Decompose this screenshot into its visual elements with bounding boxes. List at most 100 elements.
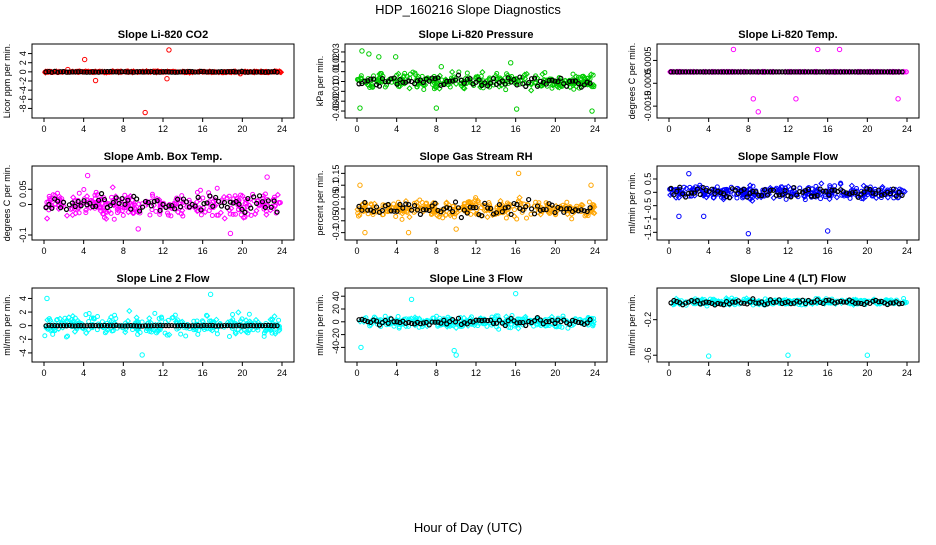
reference-point	[767, 297, 774, 303]
data-point	[484, 323, 490, 329]
data-point	[204, 312, 211, 319]
data-point	[146, 320, 152, 326]
reference-point	[671, 69, 677, 75]
reference-point	[394, 81, 400, 87]
outlier-point	[793, 96, 799, 102]
reference-point	[201, 322, 207, 329]
reference-point	[98, 191, 105, 197]
data-point	[581, 76, 587, 82]
y-tick-label: -0.01	[331, 81, 341, 102]
data-point	[81, 187, 87, 193]
reference-point	[455, 205, 462, 211]
reference-point	[177, 323, 184, 329]
y-tick-label: 0	[331, 319, 341, 324]
reference-point	[163, 323, 169, 329]
reference-point	[467, 204, 473, 210]
reference-point	[694, 186, 700, 192]
reference-point	[703, 299, 709, 305]
data-point	[549, 85, 555, 91]
data-point	[63, 334, 69, 340]
x-tick-label: 4	[706, 368, 711, 378]
data-point	[405, 204, 411, 210]
x-tick-label: 12	[783, 368, 793, 378]
data-point	[205, 200, 212, 207]
data-point	[380, 73, 386, 79]
reference-point	[688, 69, 695, 75]
reference-point	[876, 299, 882, 305]
data-point	[238, 192, 244, 198]
reference-point	[75, 69, 81, 75]
reference-point	[700, 184, 706, 191]
outlier-point	[408, 296, 415, 303]
reference-point	[896, 301, 902, 307]
reference-point	[160, 69, 166, 75]
reference-point	[58, 205, 64, 211]
reference-point	[572, 318, 579, 324]
reference-point	[63, 69, 70, 75]
reference-point	[362, 78, 368, 84]
reference-point	[268, 204, 274, 210]
reference-point	[840, 69, 847, 75]
data-point	[276, 317, 282, 323]
reference-point	[564, 206, 570, 212]
reference-point	[700, 300, 706, 306]
x-tick-label: 4	[81, 246, 86, 256]
reference-point	[680, 69, 686, 75]
reference-point	[753, 300, 759, 306]
outlier-point	[453, 352, 459, 358]
data-point	[473, 195, 479, 201]
data-point	[714, 184, 720, 190]
data-point	[221, 215, 228, 222]
reference-point	[482, 200, 488, 206]
data-point	[86, 319, 92, 325]
reference-point	[455, 315, 462, 321]
reference-point	[403, 201, 409, 207]
reference-point	[741, 69, 747, 75]
reference-point	[201, 201, 207, 207]
reference-point	[508, 211, 514, 217]
reference-point	[271, 198, 277, 204]
reference-point	[160, 323, 166, 329]
reference-point	[207, 322, 213, 329]
x-tick-label: 20	[862, 368, 872, 378]
reference-point	[879, 69, 885, 75]
data-point	[421, 82, 427, 88]
reference-point	[528, 206, 535, 212]
reference-point	[567, 321, 573, 327]
data-point	[63, 212, 71, 219]
reference-point	[575, 80, 581, 87]
reference-point	[584, 208, 590, 215]
reference-point	[131, 323, 137, 329]
data-point	[901, 188, 908, 195]
data-point	[374, 79, 380, 85]
reference-point	[741, 186, 747, 192]
points-group	[668, 295, 909, 359]
reference-point	[764, 69, 771, 75]
reference-point	[192, 69, 198, 75]
reference-point	[867, 186, 873, 192]
outlier-point	[207, 291, 214, 298]
reference-point	[55, 198, 61, 204]
data-point	[430, 81, 436, 87]
reference-point	[90, 69, 96, 75]
data-point	[564, 199, 570, 205]
x-tick-label: 20	[237, 368, 247, 378]
reference-point	[362, 317, 368, 324]
reference-point	[884, 69, 891, 75]
reference-point	[101, 196, 108, 203]
reference-point	[520, 81, 526, 87]
reference-point	[741, 300, 747, 306]
reference-point	[221, 69, 228, 75]
panel-title: Slope Amb. Box Temp.	[104, 151, 223, 163]
reference-point	[735, 190, 741, 196]
x-tick-label: 0	[41, 246, 46, 256]
reference-point	[467, 318, 473, 325]
reference-point	[820, 69, 826, 75]
reference-point	[864, 69, 870, 75]
reference-point	[479, 82, 485, 88]
reference-point	[458, 77, 464, 83]
reference-point	[192, 323, 198, 329]
outlier-point	[588, 182, 594, 188]
data-point	[429, 211, 435, 217]
reference-point	[397, 76, 403, 83]
